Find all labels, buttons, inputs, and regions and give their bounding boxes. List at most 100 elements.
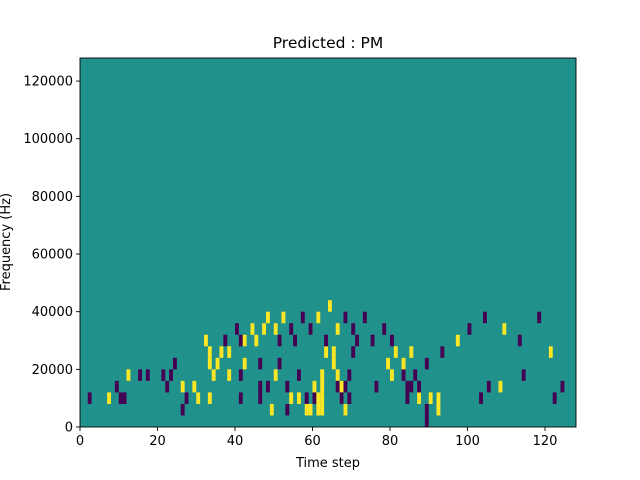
heatmap-cell xyxy=(242,334,247,347)
y-axis: 0 20000 40000 60000 80000 100000 120000 xyxy=(23,75,80,436)
heatmap-cell xyxy=(204,334,208,347)
heatmap-cell xyxy=(250,323,255,335)
heatmap-cell xyxy=(335,369,340,381)
heatmap-cell xyxy=(320,380,325,393)
x-axis: 0 20 40 60 80 100 120 xyxy=(76,427,558,449)
heatmap-cell xyxy=(436,392,441,404)
heatmap-cell xyxy=(215,357,220,370)
heatmap-cell xyxy=(145,369,150,381)
heatmap-cell xyxy=(335,323,340,335)
heatmap-cell xyxy=(289,323,294,335)
heatmap-cell xyxy=(316,403,321,416)
heatmap-cell xyxy=(161,369,166,381)
heatmap-cell xyxy=(424,415,429,427)
heatmap-cell xyxy=(238,334,243,347)
x-axis-label: Time step xyxy=(295,456,360,471)
heatmap-cell xyxy=(219,346,224,358)
plot-area xyxy=(79,57,577,428)
heatmap-cell xyxy=(258,380,263,393)
heatmap-cell xyxy=(273,369,278,381)
heatmap-cell xyxy=(552,392,557,404)
heatmap-cell xyxy=(560,380,565,393)
heatmap-cell xyxy=(483,311,487,324)
heatmap-cell xyxy=(401,357,406,370)
heatmap-cell xyxy=(266,380,270,393)
y-tick-label: 20000 xyxy=(32,363,73,378)
heatmap-cell xyxy=(339,392,344,404)
y-axis-label: Frequency (Hz) xyxy=(0,193,14,291)
heatmap-cell xyxy=(281,311,286,324)
heatmap-cell xyxy=(297,392,301,404)
x-tick-label: 40 xyxy=(227,434,244,449)
y-tick-label: 80000 xyxy=(32,190,73,205)
heatmap-cell xyxy=(424,357,429,370)
heatmap-cell xyxy=(343,380,348,393)
heatmap-cell xyxy=(347,392,352,404)
heatmap-cell xyxy=(370,334,375,347)
heatmap-cell xyxy=(207,392,212,404)
heatmap-cell xyxy=(312,380,317,393)
chart-title: Predicted : PM xyxy=(273,34,384,52)
heatmap-cell xyxy=(285,403,290,416)
heatmap-cell xyxy=(537,311,542,324)
x-tick-label: 100 xyxy=(455,434,480,449)
heatmap-cell xyxy=(320,403,325,416)
heatmap-cells xyxy=(87,300,565,427)
y-tick-label: 100000 xyxy=(23,132,73,147)
heatmap-cell xyxy=(192,380,197,393)
heatmap-cell xyxy=(165,380,170,393)
heatmap-cell xyxy=(320,392,325,404)
heatmap-cell xyxy=(266,311,270,324)
heatmap-cell xyxy=(362,311,367,324)
y-tick-label: 120000 xyxy=(23,75,73,90)
heatmap-cell xyxy=(235,323,239,335)
heatmap-cell xyxy=(138,369,142,381)
heatmap-cell xyxy=(521,369,526,381)
heatmap-cell xyxy=(409,346,414,358)
y-tick-label: 60000 xyxy=(32,248,73,263)
heatmap-cell xyxy=(393,346,398,358)
heatmap-cell xyxy=(227,346,232,358)
heatmap-cell xyxy=(486,380,491,393)
plot-background xyxy=(80,58,576,427)
heatmap-cell xyxy=(173,357,177,370)
heatmap-cell xyxy=(87,392,92,404)
heatmap-cell xyxy=(467,323,472,335)
x-tick-label: 120 xyxy=(533,434,558,449)
heatmap-cell xyxy=(304,392,309,404)
heatmap-cell xyxy=(273,323,278,335)
heatmap-cell xyxy=(304,403,309,416)
heatmap-cell xyxy=(479,392,483,404)
heatmap-cell xyxy=(277,357,282,370)
heatmap-cell xyxy=(374,380,379,393)
heatmap-cell xyxy=(428,392,433,404)
heatmap-cell xyxy=(424,403,429,416)
heatmap-cell xyxy=(498,380,503,393)
heatmap-cell xyxy=(262,323,266,335)
heatmap-cell xyxy=(277,334,282,347)
heatmap-cell xyxy=(308,403,313,416)
heatmap-cell xyxy=(343,311,348,324)
heatmap-cell xyxy=(254,334,259,347)
heatmap-cell xyxy=(242,357,247,370)
heatmap-cell xyxy=(312,392,317,404)
heatmap-cell xyxy=(355,334,359,347)
heatmap-cell xyxy=(180,380,185,393)
heatmap-cell xyxy=(207,357,212,370)
heatmap-cell xyxy=(351,346,356,358)
heatmap-cell xyxy=(207,346,212,358)
heatmap-cell xyxy=(382,323,387,335)
heatmap-cell xyxy=(238,392,243,404)
heatmap-cell xyxy=(440,346,445,358)
heatmap-cell xyxy=(436,403,441,416)
heatmap-cell xyxy=(455,334,460,347)
heatmap-cell xyxy=(300,311,305,324)
heatmap-cell xyxy=(324,334,328,347)
x-tick-label: 60 xyxy=(304,434,321,449)
heatmap-cell xyxy=(316,311,321,324)
heatmap-cell xyxy=(238,369,243,381)
heatmap-cell xyxy=(390,334,394,347)
heatmap-cell xyxy=(331,346,336,358)
heatmap-cell xyxy=(401,369,406,381)
